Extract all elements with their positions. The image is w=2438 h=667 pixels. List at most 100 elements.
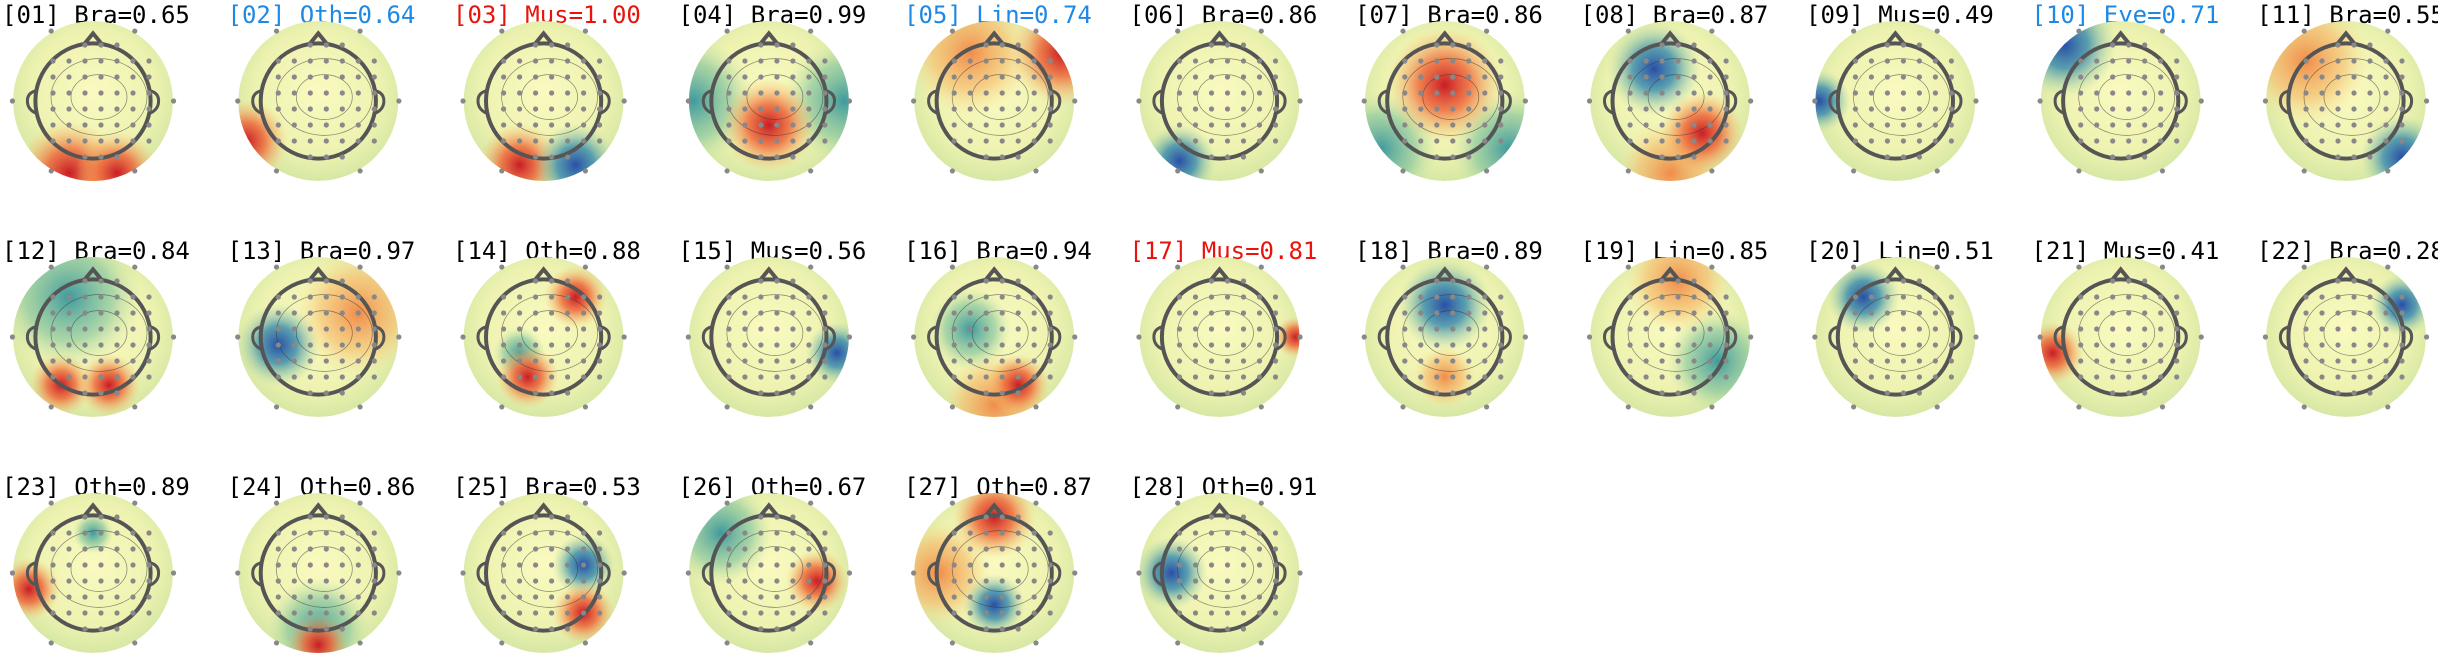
electrode	[597, 358, 603, 364]
electrode	[999, 326, 1005, 332]
electrode	[130, 294, 136, 300]
electrode	[1208, 74, 1215, 80]
electrode	[517, 530, 523, 536]
electrode	[98, 374, 104, 380]
electrode	[146, 90, 152, 96]
ear	[600, 89, 611, 115]
electrode	[275, 578, 281, 584]
electrode	[339, 138, 345, 144]
nose	[983, 30, 1005, 46]
electrode	[983, 326, 989, 332]
electrode	[355, 530, 361, 536]
electrode	[1033, 28, 1039, 34]
electrode	[1031, 530, 1037, 536]
electrode	[499, 404, 505, 410]
electrode	[235, 334, 241, 340]
electrode	[742, 594, 748, 600]
electrode	[565, 374, 571, 380]
electrode	[2367, 278, 2373, 284]
electrode	[146, 122, 152, 128]
electrode	[597, 610, 603, 616]
electrode	[1627, 138, 1633, 144]
electrode	[2126, 106, 2132, 112]
electrode	[517, 138, 523, 144]
electrode	[983, 42, 989, 48]
electrode	[1675, 74, 1681, 80]
electrode	[355, 326, 361, 332]
map-blob	[2040, 321, 2084, 385]
electrode	[323, 74, 329, 80]
electrode	[582, 640, 589, 646]
electrode	[1659, 122, 1665, 128]
electrode	[1932, 326, 1938, 332]
electrode	[2351, 106, 2357, 112]
electrode	[724, 28, 730, 34]
electrode	[2319, 74, 2325, 80]
topomap: [16] Bra=0.94	[904, 237, 1092, 417]
electrode	[1484, 264, 1490, 270]
electrode	[1484, 168, 1490, 174]
electrode	[2385, 264, 2391, 270]
electrode	[146, 578, 152, 584]
electrode	[1240, 546, 1247, 552]
electrode	[983, 122, 989, 128]
electrode	[806, 310, 812, 316]
electrode	[565, 578, 571, 584]
contour	[971, 310, 1029, 356]
electrode	[114, 278, 120, 284]
electrode	[1900, 42, 1906, 48]
electrode	[967, 106, 973, 112]
electrode	[1627, 326, 1633, 332]
electrode	[1916, 278, 1922, 284]
electrode	[1047, 578, 1053, 584]
electrode	[2078, 122, 2084, 128]
electrode	[1402, 342, 1408, 348]
head	[1159, 277, 1280, 397]
electrode	[307, 90, 313, 96]
electrode	[307, 578, 313, 584]
electrode	[1948, 106, 1954, 112]
electrode	[307, 106, 313, 112]
electrode	[1047, 90, 1053, 96]
electrode	[82, 514, 88, 520]
electrode	[1176, 90, 1183, 96]
electrode	[1691, 342, 1697, 348]
electrode	[114, 74, 120, 80]
electrode	[371, 74, 377, 80]
electrode	[1072, 570, 1078, 576]
electrode	[2335, 310, 2341, 316]
ear	[1276, 561, 1287, 587]
electrode	[1707, 58, 1713, 64]
electrode	[130, 342, 136, 348]
ear	[825, 561, 837, 587]
electrode	[98, 342, 104, 348]
electrode	[565, 326, 571, 332]
electrode	[1015, 154, 1021, 160]
electrode	[114, 374, 120, 380]
electrode	[1868, 342, 1874, 348]
electrode	[50, 58, 56, 64]
electrode	[1418, 138, 1424, 144]
electrode	[1258, 168, 1264, 174]
electrode	[1434, 358, 1440, 364]
electrode	[1482, 90, 1488, 96]
electrode	[291, 58, 297, 64]
electrode	[1224, 58, 1231, 64]
electrode	[822, 138, 828, 144]
electrode	[1675, 294, 1681, 300]
electrode	[1031, 326, 1037, 332]
electrode	[1707, 374, 1713, 380]
nose	[758, 266, 780, 282]
electrode	[967, 578, 973, 584]
electrode	[1450, 358, 1456, 364]
electrode	[983, 278, 989, 284]
electrode	[2399, 342, 2405, 348]
electrode	[371, 138, 377, 144]
electrode	[726, 374, 732, 380]
electrode	[1434, 278, 1440, 284]
electrode	[1466, 42, 1472, 48]
electrode	[1643, 90, 1649, 96]
electrode	[1272, 562, 1279, 568]
electrode	[1224, 514, 1231, 520]
electrode	[1482, 342, 1488, 348]
